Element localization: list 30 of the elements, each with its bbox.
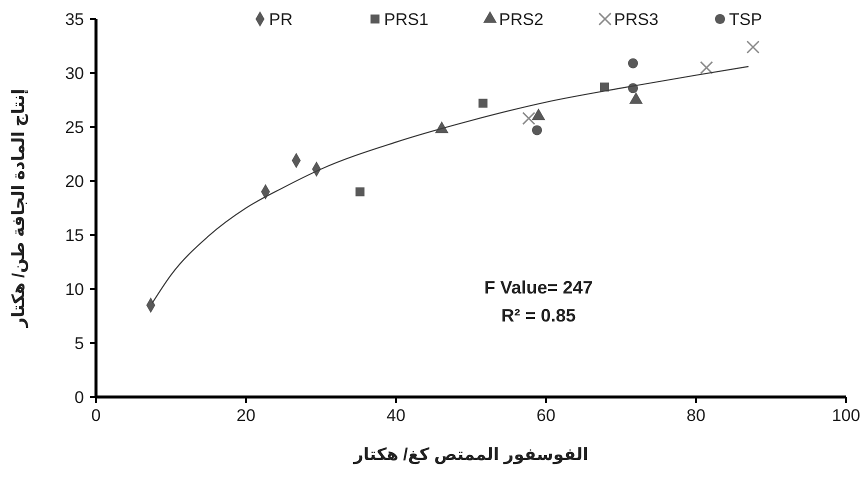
legend-label: TSP xyxy=(729,10,762,29)
point xyxy=(532,125,542,136)
legend-label: PRS2 xyxy=(499,10,544,29)
point xyxy=(522,112,536,125)
annotation: R² = 0.85 xyxy=(501,305,576,326)
point xyxy=(628,58,638,68)
y-axis-title: إنتاج المادة الجافة طن/ هكتار xyxy=(9,88,29,328)
y-tick-label: 10 xyxy=(65,280,84,299)
y-tick-label: 15 xyxy=(65,226,84,245)
x-tick-label: 20 xyxy=(236,406,256,425)
x-tick-label: 100 xyxy=(832,406,860,425)
legend-label: PRS3 xyxy=(614,10,658,29)
y-tick-label: 20 xyxy=(65,172,84,191)
x-tick-label: 0 xyxy=(91,406,101,425)
y-tick-label: 0 xyxy=(74,388,84,407)
point xyxy=(478,98,488,108)
x-tick-label: 60 xyxy=(536,406,556,425)
annotation: F Value= 247 xyxy=(484,277,593,298)
point xyxy=(700,61,714,74)
x-tick-label: 40 xyxy=(386,406,406,425)
y-tick-label: 30 xyxy=(65,64,84,83)
y-tick-label: 5 xyxy=(74,334,84,353)
point xyxy=(356,187,364,196)
point xyxy=(746,40,760,54)
legend-label: PR xyxy=(269,10,293,29)
x-axis-title: الفوسفور الممتص كغ/ هكتار xyxy=(352,445,588,465)
x-tick-label: 80 xyxy=(686,406,706,425)
y-tick-label: 35 xyxy=(65,10,84,29)
y-tick-label: 25 xyxy=(65,118,84,137)
legend-label: PRS1 xyxy=(384,10,428,29)
